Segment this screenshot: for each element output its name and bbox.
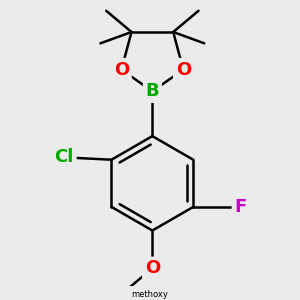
- Text: B: B: [146, 82, 159, 100]
- Text: Cl: Cl: [55, 148, 74, 166]
- Text: F: F: [234, 198, 247, 216]
- Text: methoxy: methoxy: [132, 290, 168, 299]
- Text: O: O: [114, 61, 129, 79]
- Text: O: O: [176, 61, 191, 79]
- Text: O: O: [145, 259, 160, 277]
